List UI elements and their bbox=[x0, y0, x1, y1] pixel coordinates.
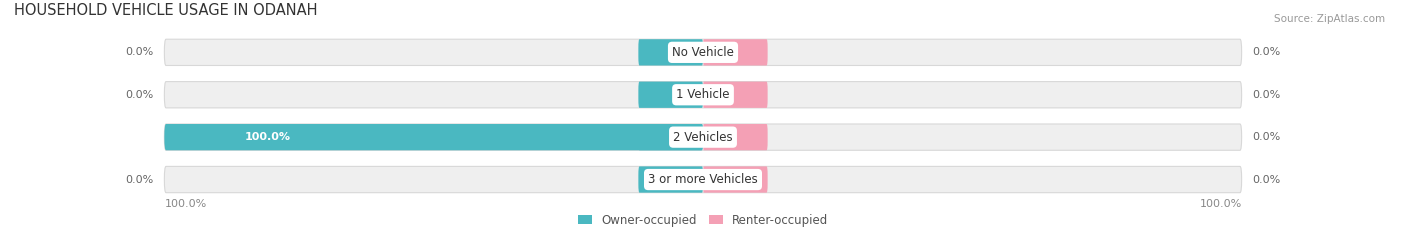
Text: 0.0%: 0.0% bbox=[1253, 90, 1281, 100]
FancyBboxPatch shape bbox=[638, 82, 703, 108]
FancyBboxPatch shape bbox=[638, 39, 703, 65]
FancyBboxPatch shape bbox=[165, 166, 1241, 193]
Text: 0.0%: 0.0% bbox=[1253, 47, 1281, 57]
FancyBboxPatch shape bbox=[703, 166, 768, 193]
Legend: Owner-occupied, Renter-occupied: Owner-occupied, Renter-occupied bbox=[572, 209, 834, 231]
Text: No Vehicle: No Vehicle bbox=[672, 46, 734, 59]
Text: 0.0%: 0.0% bbox=[1253, 175, 1281, 185]
FancyBboxPatch shape bbox=[165, 124, 1241, 150]
Text: HOUSEHOLD VEHICLE USAGE IN ODANAH: HOUSEHOLD VEHICLE USAGE IN ODANAH bbox=[14, 3, 316, 17]
Text: 0.0%: 0.0% bbox=[125, 90, 153, 100]
Text: 1 Vehicle: 1 Vehicle bbox=[676, 88, 730, 101]
FancyBboxPatch shape bbox=[165, 124, 703, 150]
FancyBboxPatch shape bbox=[703, 39, 768, 65]
FancyBboxPatch shape bbox=[165, 39, 1241, 65]
Text: 100.0%: 100.0% bbox=[1199, 199, 1241, 209]
Text: 2 Vehicles: 2 Vehicles bbox=[673, 131, 733, 144]
Text: 3 or more Vehicles: 3 or more Vehicles bbox=[648, 173, 758, 186]
Text: 100.0%: 100.0% bbox=[245, 132, 291, 142]
Text: 0.0%: 0.0% bbox=[125, 47, 153, 57]
Text: 0.0%: 0.0% bbox=[125, 175, 153, 185]
FancyBboxPatch shape bbox=[703, 82, 768, 108]
FancyBboxPatch shape bbox=[703, 124, 768, 150]
Text: 100.0%: 100.0% bbox=[165, 199, 207, 209]
FancyBboxPatch shape bbox=[638, 166, 703, 193]
FancyBboxPatch shape bbox=[638, 124, 703, 150]
FancyBboxPatch shape bbox=[165, 82, 1241, 108]
Text: Source: ZipAtlas.com: Source: ZipAtlas.com bbox=[1274, 14, 1385, 24]
Text: 0.0%: 0.0% bbox=[1253, 132, 1281, 142]
